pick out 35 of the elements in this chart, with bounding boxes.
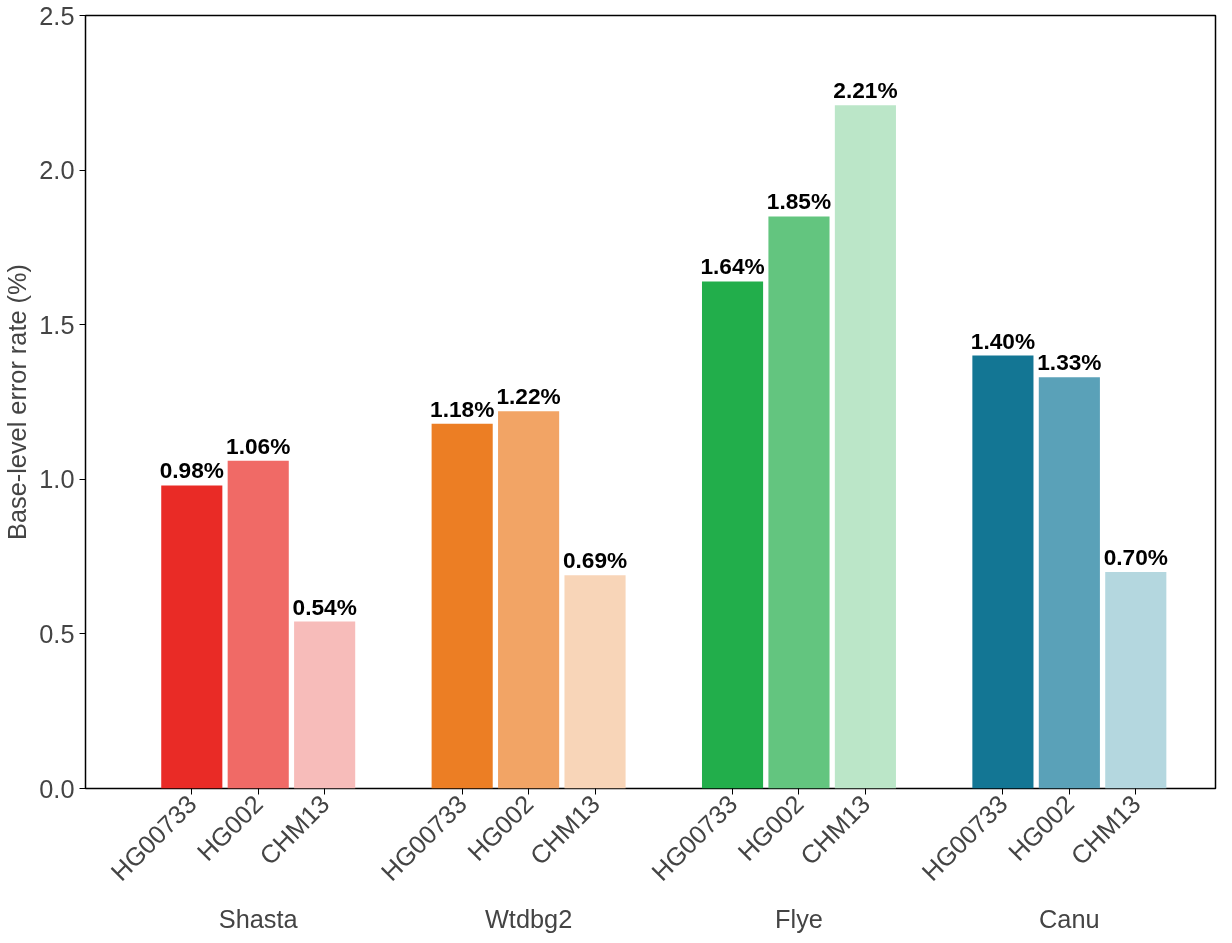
- data-label: 0.98%: [159, 457, 224, 484]
- bar: [227, 460, 289, 789]
- x-tick-label: Canu: [1039, 904, 1100, 933]
- bar: [768, 216, 830, 789]
- data-label: 2.21%: [833, 77, 898, 104]
- data-label: 0.69%: [562, 547, 628, 574]
- data-label: 1.85%: [766, 188, 832, 215]
- bar: [564, 575, 626, 789]
- x-tick-label: Wtdbg2: [484, 904, 573, 933]
- bar: [498, 411, 560, 789]
- bar: [834, 105, 896, 789]
- bar: [294, 621, 356, 789]
- x-tick-label: Shasta: [218, 904, 299, 933]
- bar: [161, 485, 223, 789]
- data-label: 0.54%: [292, 593, 357, 620]
- data-label: 1.06%: [226, 432, 291, 459]
- data-label: 0.70%: [1103, 544, 1168, 571]
- data-label: 1.33%: [1037, 349, 1102, 376]
- data-label: 1.22%: [496, 383, 561, 410]
- y-axis-title: Base-level error rate (%): [3, 264, 32, 540]
- data-label: 1.18%: [430, 395, 495, 422]
- bar: [431, 423, 493, 789]
- x-tick-label: Flye: [775, 904, 823, 933]
- bar: [701, 281, 764, 789]
- bar: [972, 355, 1034, 789]
- data-label: 1.64%: [700, 253, 765, 280]
- data-label: 1.40%: [970, 327, 1036, 354]
- y-tick-label: 0.0: [39, 774, 75, 803]
- y-tick-label: 1.5: [39, 310, 75, 339]
- bar: [1038, 377, 1100, 789]
- y-tick-label: 0.5: [39, 619, 75, 648]
- y-tick-label: 1.0: [39, 465, 75, 494]
- bar: [1105, 572, 1167, 789]
- y-tick-label: 2.0: [39, 156, 75, 185]
- y-tick-label: 2.5: [39, 1, 75, 30]
